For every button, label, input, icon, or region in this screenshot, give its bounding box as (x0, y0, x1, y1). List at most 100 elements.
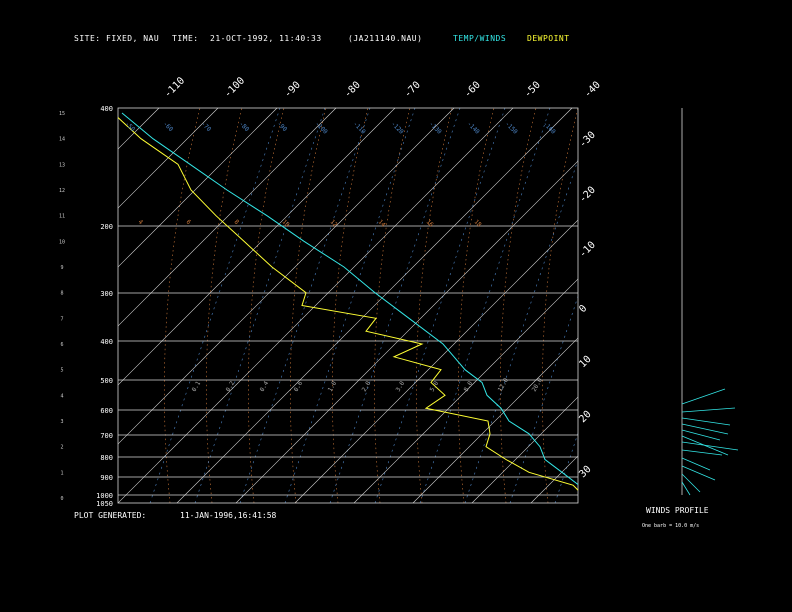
wind-barb (681, 417, 731, 426)
adiabat-label: 14 (377, 218, 387, 228)
adiabat-label: 4 (137, 218, 145, 226)
isotherm-line (0, 108, 41, 503)
adiabat-label: 16 (425, 218, 435, 228)
isotherm-line (353, 278, 578, 503)
height-tick-label: 6 (60, 342, 63, 348)
height-tick-label: 10 (59, 239, 65, 245)
top-temp-tick-label: -40 (582, 80, 603, 101)
isotherm-line (118, 108, 278, 268)
time-label: TIME: (172, 34, 199, 43)
adiabat-label: 8 (233, 218, 241, 226)
pressure-tick-label: 700 (100, 432, 113, 440)
legend-temp-winds: TEMP/WINDS (453, 34, 507, 43)
mixing-ratio-label: 0.4 (259, 380, 271, 393)
mixing-ratio-label: 12.0 (497, 377, 510, 393)
isotherm-line (118, 108, 514, 503)
mixing-ratio-line (419, 108, 551, 503)
right-temp-tick-label: 0 (577, 303, 589, 315)
height-tick-label: 15 (59, 111, 65, 117)
mixing-ratio-label: 0.2 (225, 380, 237, 393)
isotherm-line (118, 108, 396, 386)
pressure-tick-label: 200 (100, 223, 113, 231)
isotherm-line (708, 108, 792, 503)
wind-barb (681, 429, 721, 441)
height-tick-label: 8 (60, 291, 63, 297)
mixing-ratio-line (239, 108, 371, 503)
mixing-ratio-label: 3.0 (395, 380, 407, 393)
pressure-tick-label: 1000 (96, 492, 113, 500)
height-tick-label: 9 (60, 265, 63, 271)
dry-adiabat (584, 108, 620, 503)
isotherm-line (294, 219, 578, 503)
right-temp-tick-label: -10 (577, 240, 598, 261)
isotherm-line (176, 108, 573, 503)
mixing-ratio-label: 5.0 (429, 380, 441, 393)
top-temp-tick-label: -100 (222, 75, 247, 100)
plot-generated-label: PLOT GENERATED: (74, 511, 147, 520)
mixing-ratio-label: 0.1 (191, 380, 203, 393)
isotherm-line (118, 108, 337, 327)
pressure-tick-label: 300 (100, 290, 113, 298)
mixing-ratio-line (554, 432, 578, 503)
isotherm-label: -60 (162, 120, 175, 133)
adiabats-layer (149, 108, 620, 503)
dry-adiabat (457, 108, 495, 503)
mixing-ratio-label: 0.6 (293, 380, 305, 393)
pressure-tick-label: 500 (100, 377, 113, 385)
isotherm-label: -130 (428, 120, 443, 135)
isobars-layer (118, 225, 578, 496)
height-tick-label: 5 (60, 368, 63, 374)
winds-profile-panel (681, 108, 739, 496)
isotherm-label: -140 (466, 120, 481, 135)
isotherm-label: -160 (542, 120, 557, 135)
height-tick-label: 4 (60, 393, 63, 399)
mixing-ratio-label: 2.0 (361, 380, 373, 393)
profiles-layer (118, 112, 578, 491)
right-temp-tick-label: 10 (577, 354, 593, 370)
legend-dewpoint: DEWPOINT (527, 34, 570, 43)
wind-barb (681, 457, 711, 471)
wind-barb (681, 423, 729, 435)
site-value: FIXED, NAU (106, 34, 160, 43)
right-temp-tick-label: 20 (577, 409, 593, 425)
top-temp-tick-label: -60 (462, 80, 483, 101)
isotherm-label: -150 (504, 120, 519, 135)
height-tick-label: 2 (60, 445, 63, 451)
height-tick-label: 0 (60, 496, 63, 502)
plot-generated-value: 11-JAN-1996,16:41:58 (180, 511, 277, 520)
labels-layer: 4002003004005006007008009001000105001234… (59, 75, 603, 508)
height-tick-label: 12 (59, 188, 65, 194)
adiabat-label: 18 (473, 218, 483, 228)
plot-frame (117, 107, 579, 504)
wind-barb (681, 407, 736, 413)
pressure-tick-label: 800 (100, 454, 113, 462)
isotherm-label: -120 (390, 120, 405, 135)
isotherm-label: -70 (200, 120, 213, 133)
height-tick-label: 3 (60, 419, 63, 425)
top-temp-tick-label: -80 (342, 80, 363, 101)
wind-barb (681, 473, 701, 493)
pressure-tick-label: 900 (100, 474, 113, 482)
isotherm-label: -80 (238, 120, 251, 133)
mixing-ratio-line (149, 108, 281, 503)
pressure-tick-label: 400 (100, 105, 113, 113)
dry-adiabat (247, 108, 285, 503)
dry-adiabat (541, 108, 578, 503)
height-tick-label: 14 (59, 137, 65, 143)
isotherm-line (471, 396, 578, 503)
height-tick-label: 13 (59, 162, 65, 168)
isotherm-label: -90 (276, 120, 289, 133)
dry-adiabat (415, 108, 453, 503)
barb-note: One barb = 10.0 m/s (642, 523, 700, 529)
isotherms-layer (0, 108, 792, 503)
adiabat-label: 6 (185, 218, 193, 226)
dry-adiabat (331, 108, 369, 503)
wind-barb (681, 441, 739, 451)
top-temp-tick-label: -50 (522, 80, 543, 101)
wind-barb (681, 465, 716, 481)
isotherm-line (412, 337, 578, 503)
wind-barb (681, 481, 691, 496)
winds-profile-label: WINDS PROFILE (646, 506, 709, 515)
adiabat-label: 12 (329, 218, 339, 228)
